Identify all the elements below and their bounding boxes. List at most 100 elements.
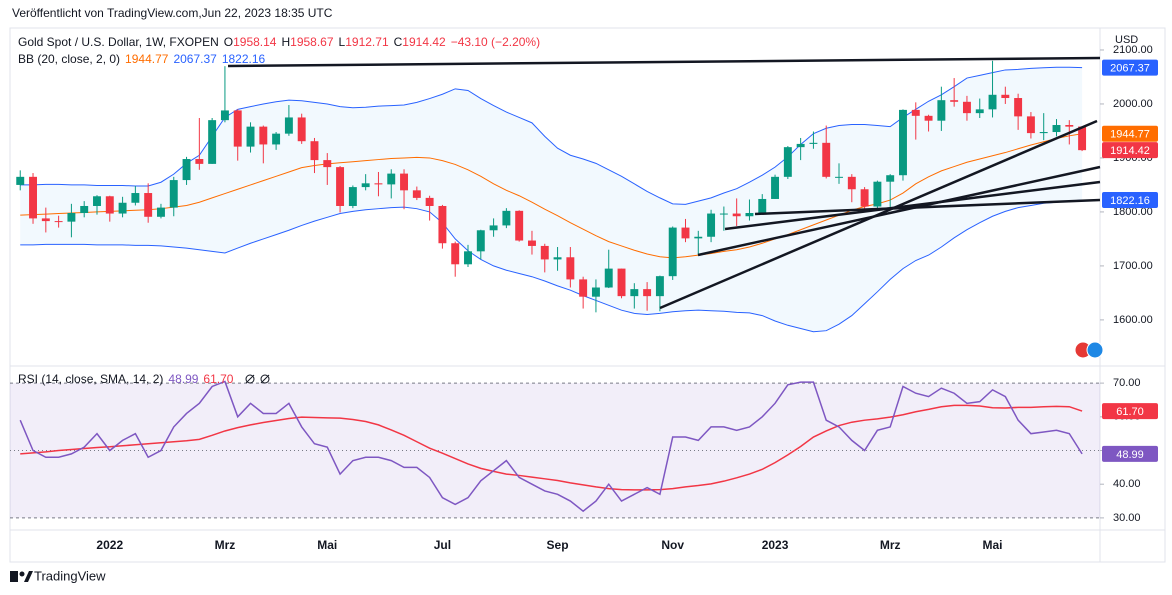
candle-body: [860, 189, 869, 207]
y-tick-label: 1600.00: [1113, 314, 1153, 326]
candle-body: [873, 181, 882, 207]
candle-body: [950, 100, 959, 102]
x-tick-label: Mrz: [880, 538, 901, 552]
rsi-title: RSI (14, close, SMA, 14, 2): [18, 372, 164, 386]
candle-body: [707, 213, 716, 237]
candle-body: [822, 142, 831, 177]
bb-line: [20, 199, 1083, 333]
candle-body: [208, 120, 217, 164]
candle-body: [105, 196, 114, 214]
candle-body: [694, 236, 703, 239]
candle-body: [425, 197, 434, 206]
ohlc-low: L1912.71: [339, 35, 389, 49]
candle-body: [937, 100, 946, 121]
x-tick-label: 2023: [762, 538, 789, 552]
x-tick-label: Sep: [547, 538, 569, 552]
candle-body: [796, 143, 805, 148]
price-tag: [1102, 191, 1158, 208]
price-tag-label: 1822.16: [1110, 195, 1150, 207]
value: 1914.42: [402, 35, 446, 49]
candle-body: [566, 257, 575, 280]
candle-body: [259, 126, 268, 145]
price-tag: [1102, 59, 1158, 76]
hide-icon: [260, 374, 270, 384]
symbol-legend: Gold Spot / U.S. Dollar, 1W, FXOPEN O195…: [18, 35, 540, 49]
bb-lower: 1822.16: [221, 52, 266, 66]
trend-line: [754, 198, 1101, 216]
candle-body: [899, 109, 907, 176]
x-tick-label: Mai: [317, 538, 337, 552]
price-tag: [1102, 125, 1158, 142]
change: −43.10 (−2.20%): [450, 35, 541, 49]
bb-upper: 2067.37: [173, 52, 217, 66]
candle-body: [220, 110, 229, 121]
frame: [9, 27, 1166, 563]
candle-body: [758, 198, 767, 214]
candle-body: [1039, 132, 1048, 134]
ohlc-high: H1958.67: [281, 35, 333, 49]
candle-body: [962, 101, 971, 114]
flag-icon: [1074, 341, 1104, 359]
candle-body: [1001, 94, 1010, 99]
rsi-sma-value: 61.70: [203, 372, 234, 386]
candle-body: [29, 176, 37, 219]
x-tick-label: Nov: [661, 538, 684, 552]
candle-body: [655, 276, 664, 297]
candle-body: [67, 213, 76, 222]
candle-body: [464, 251, 472, 265]
candle-body: [323, 160, 332, 168]
candle-body: [412, 190, 421, 198]
price-pane: 1600.001700.001800.001900.002000.002100.…: [10, 44, 1153, 552]
candle-body: [400, 173, 409, 191]
candle-body: [924, 115, 933, 121]
candle-body: [284, 117, 293, 134]
candle-body: [93, 196, 101, 206]
price-tag: [1102, 445, 1158, 462]
x-tick-label: 2022: [96, 538, 123, 552]
candle-body: [719, 213, 728, 215]
candle-body: [246, 126, 255, 147]
value: 1958.67: [290, 35, 334, 49]
price-tag-label: 1914.42: [1110, 145, 1150, 157]
candle-body: [1065, 125, 1074, 127]
logo: [10, 571, 33, 582]
hide-icon: [245, 374, 255, 384]
candle-body: [438, 205, 447, 244]
candle-body: [745, 213, 754, 217]
candle-body: [451, 243, 460, 265]
candle-body: [911, 109, 920, 116]
candle-body: [630, 289, 639, 297]
trend-line: [697, 165, 1101, 257]
rsi-line: [19, 380, 1083, 513]
flag-eu: [1086, 341, 1104, 359]
candle-body: [118, 202, 127, 214]
candle-body: [1026, 116, 1035, 134]
candle-body: [579, 279, 588, 297]
candle-body: [771, 176, 780, 199]
candle-body: [489, 225, 498, 231]
price-tag-label: 1944.77: [1110, 129, 1150, 141]
candle-body: [169, 180, 178, 208]
hide-icon: [260, 374, 270, 384]
candle-body: [272, 133, 281, 145]
candle-body: [361, 183, 370, 188]
candle-body: [643, 289, 652, 297]
candle-body: [732, 213, 741, 217]
y-tick-label: 2100.00: [1113, 44, 1153, 56]
bb-basis: 1944.77: [125, 52, 169, 66]
label: C: [393, 35, 403, 49]
logo-part: [10, 571, 18, 582]
y-tick-label: 30.00: [1113, 512, 1141, 524]
logo-part: [19, 571, 25, 577]
candle-body: [502, 210, 511, 226]
symbol-title: Gold Spot / U.S. Dollar, 1W, FXOPEN: [18, 35, 219, 49]
band-fill: [20, 67, 1083, 332]
x-tick-label: Mai: [983, 538, 1003, 552]
candle-body: [374, 183, 383, 185]
candle-body: [1052, 125, 1061, 133]
rsi-legend: RSI (14, close, SMA, 14, 2) 48.99 61.70: [18, 372, 233, 386]
candle-body: [886, 175, 895, 182]
bb-line: [20, 133, 1083, 259]
ohlc-close: C1914.42: [394, 35, 446, 49]
